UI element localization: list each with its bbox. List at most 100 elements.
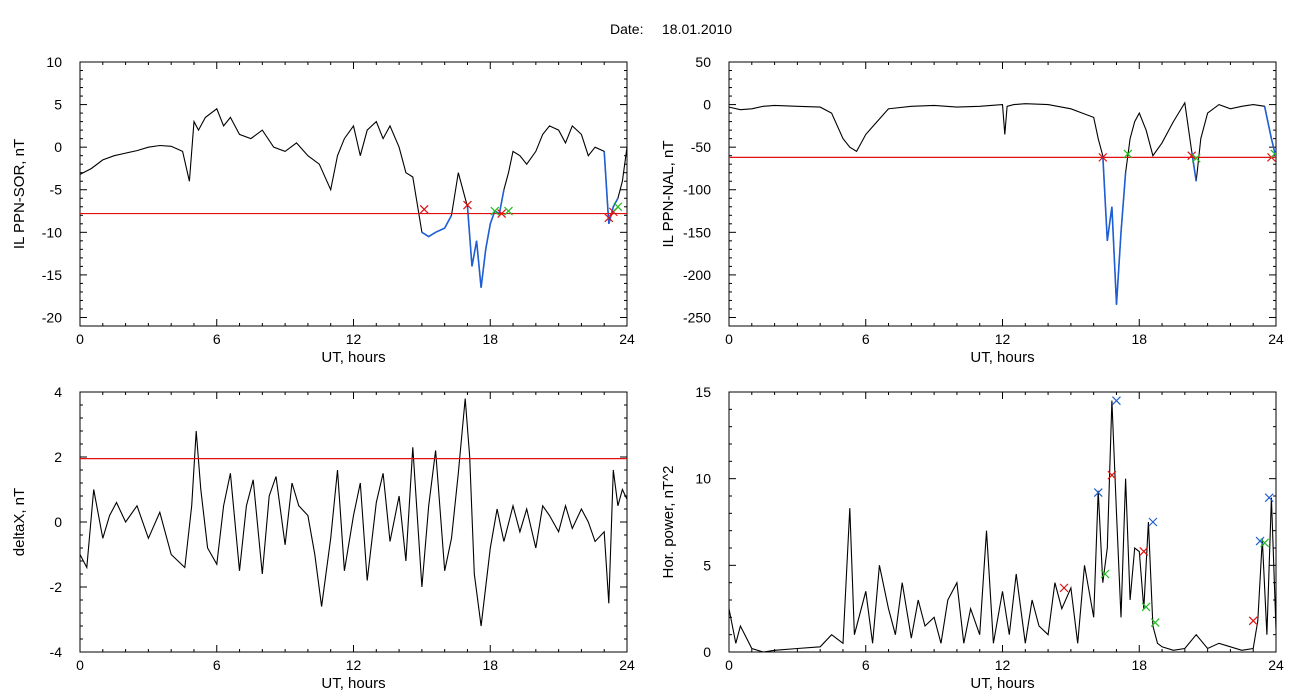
event-marker: [1191, 153, 1201, 163]
event-marker-stroke: [1255, 536, 1265, 546]
y-tick-label: 4: [54, 384, 62, 400]
x-tick-label: 18: [1131, 657, 1147, 673]
series-line: [729, 101, 1276, 305]
event-marker: [1107, 470, 1117, 480]
event-marker-stroke: [613, 202, 623, 212]
y-tick-label: 5: [703, 557, 711, 573]
event-marker-stroke: [1141, 602, 1151, 612]
highlight-segment: [1102, 155, 1127, 305]
y-tick-label: 10: [695, 471, 711, 487]
event-marker: [463, 200, 472, 210]
x-tick-label: 6: [862, 331, 870, 347]
x-tick-label: 18: [482, 331, 498, 347]
x-axis-label: UT, hours: [321, 349, 385, 366]
event-marker: [1248, 616, 1258, 626]
event-marker-stroke: [1093, 488, 1103, 497]
y-tick-label: -20: [42, 309, 62, 325]
x-tick-label: 12: [346, 331, 362, 347]
x-axis-label: UT, hours: [321, 675, 385, 692]
y-tick-label: 0: [54, 514, 62, 530]
x-tick-label: 0: [725, 331, 733, 347]
event-marker-stroke: [1059, 583, 1069, 593]
event-marker-stroke: [1098, 152, 1108, 162]
y-tick-label: 15: [695, 384, 711, 400]
highlight-segment: [421, 214, 453, 238]
event-marker: [419, 204, 429, 214]
event-marker-stroke: [1100, 569, 1110, 579]
y-axis-label: IL PPN-NAL, nT: [660, 141, 677, 248]
y-tick-label: 0: [54, 139, 62, 155]
event-marker-stroke: [1150, 618, 1160, 627]
event-marker: [504, 206, 513, 216]
x-tick-label: 0: [76, 657, 84, 673]
event-marker: [1255, 536, 1265, 546]
y-tick-label: -250: [683, 309, 711, 325]
highlight-segment: [466, 189, 505, 288]
event-marker-stroke: [604, 213, 614, 223]
y-axis-label: deltaX, nT: [11, 488, 28, 556]
x-tick-label: 12: [346, 657, 362, 673]
event-marker-stroke: [497, 209, 507, 219]
x-tick-label: 18: [1131, 331, 1147, 347]
x-tick-label: 6: [213, 331, 221, 347]
event-marker: [1141, 602, 1151, 612]
y-axis-label: Hor. power, nT^2: [660, 466, 677, 579]
highlight-segment: [603, 151, 619, 225]
event-marker-stroke: [1123, 149, 1133, 159]
date-label: Date:: [610, 21, 643, 37]
chart-panel-1: 0 6 12 18 24 10 5 0 -5 -10 -15 -20 UT, hours IL PPN-S…: [11, 54, 635, 366]
x-tick-label: 6: [862, 657, 870, 673]
y-axis-label: IL PPN-SOR, nT: [11, 139, 28, 249]
y-tick-label: 5: [54, 97, 62, 113]
plot-frame: [728, 61, 1277, 327]
series-line: [80, 107, 627, 288]
event-marker-stroke: [1191, 153, 1201, 163]
plot-area: [80, 398, 627, 627]
x-tick-label: 6: [213, 657, 221, 673]
x-tick-label: 0: [76, 331, 84, 347]
event-marker-stroke: [1260, 538, 1270, 548]
event-marker: [1139, 547, 1149, 556]
x-tick-label: 18: [482, 657, 498, 673]
event-marker: [1112, 396, 1121, 406]
event-marker-stroke: [1248, 616, 1258, 626]
event-marker-stroke: [490, 206, 500, 216]
event-marker-stroke: [1187, 151, 1197, 161]
y-tick-label: 2: [54, 449, 62, 465]
event-marker: [1148, 517, 1158, 527]
event-marker: [1123, 149, 1133, 159]
plot-frame: [79, 61, 628, 327]
x-tick-label: 12: [995, 331, 1011, 347]
event-marker: [1270, 149, 1276, 159]
event-marker-stroke: [463, 200, 472, 210]
event-marker: [490, 206, 500, 216]
plot-area: [729, 396, 1276, 652]
x-tick-label: 24: [619, 657, 635, 673]
y-tick-label: -10: [42, 224, 62, 240]
x-tick-label: 24: [1268, 657, 1284, 673]
event-marker: [613, 202, 623, 212]
x-axis-label: UT, hours: [970, 675, 1034, 692]
event-marker: [1098, 152, 1108, 162]
highlight-segment: [1263, 106, 1276, 158]
event-marker-stroke: [1264, 493, 1274, 503]
y-tick-label: -100: [683, 182, 711, 198]
y-tick-label: -50: [691, 139, 711, 155]
plot-area: [80, 107, 627, 288]
series-line: [80, 398, 627, 627]
event-marker: [1260, 538, 1270, 548]
x-axis-label: UT, hours: [970, 349, 1034, 366]
plot-frame: [728, 391, 1277, 653]
event-marker: [1093, 488, 1103, 497]
event-marker-stroke: [1139, 547, 1149, 556]
event-marker: [1059, 583, 1069, 593]
series-line: [729, 400, 1276, 652]
chart-panel-2: 0 6 12 18 24 50 0 -50 -100 -150 -200 -250 UT, hours I…: [660, 54, 1284, 366]
plot-area: [729, 101, 1276, 305]
x-tick-label: 24: [619, 331, 635, 347]
event-marker: [497, 209, 507, 219]
event-marker-stroke: [1148, 517, 1158, 527]
y-tick-label: 50: [695, 54, 711, 70]
